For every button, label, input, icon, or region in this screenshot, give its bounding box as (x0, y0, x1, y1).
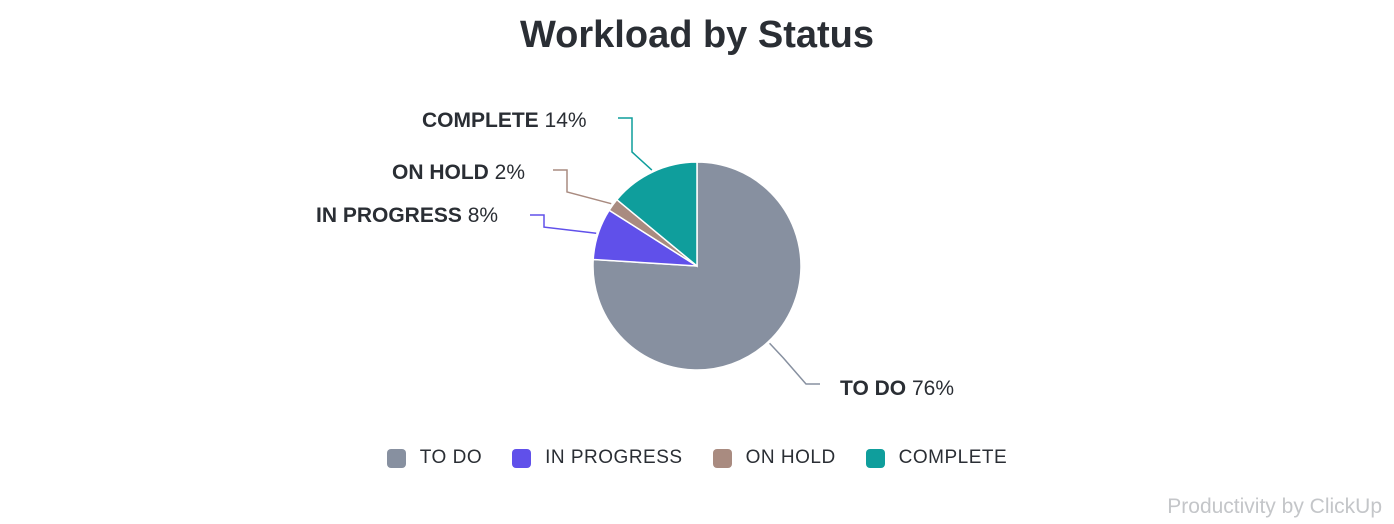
leader-line-complete (618, 117, 653, 171)
legend-swatch (712, 448, 732, 468)
legend-item-to-do[interactable]: TO DO (386, 447, 483, 469)
legend-label: TO DO (419, 447, 483, 468)
leader-line-on-hold (553, 169, 612, 205)
pie-slice-to-do[interactable] (592, 161, 802, 371)
data-label-in-progress: IN PROGRESS 8% (316, 204, 499, 227)
legend-item-on-hold[interactable]: ON HOLD (712, 447, 836, 469)
legend-swatch (386, 448, 406, 468)
legend-swatch (512, 448, 532, 468)
legend-label: COMPLETE (898, 447, 1008, 468)
data-label-complete: COMPLETE 14% (422, 109, 587, 132)
data-label-to-do: TO DO 76% (840, 377, 954, 400)
leader-line-in-progress (530, 214, 597, 234)
leader-line-to-do (769, 342, 820, 385)
legend-label: ON HOLD (745, 447, 836, 468)
legend-label: IN PROGRESS (545, 447, 683, 468)
legend-item-complete[interactable]: COMPLETE (865, 447, 1008, 469)
pie-slice-complete[interactable] (615, 161, 698, 268)
legend: TO DO IN PROGRESS ON HOLD COMPLETE (0, 447, 1394, 469)
legend-swatch (865, 448, 885, 468)
data-label-on-hold: ON HOLD 2% (392, 161, 526, 184)
credit-text: Productivity by ClickUp (1167, 495, 1382, 518)
legend-item-in-progress[interactable]: IN PROGRESS (512, 447, 682, 469)
chart-title: Workload by Status (519, 14, 875, 56)
